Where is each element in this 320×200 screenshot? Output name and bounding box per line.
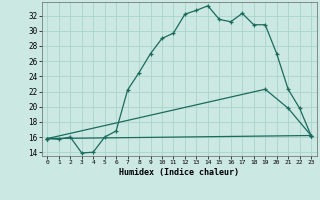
X-axis label: Humidex (Indice chaleur): Humidex (Indice chaleur): [119, 168, 239, 177]
